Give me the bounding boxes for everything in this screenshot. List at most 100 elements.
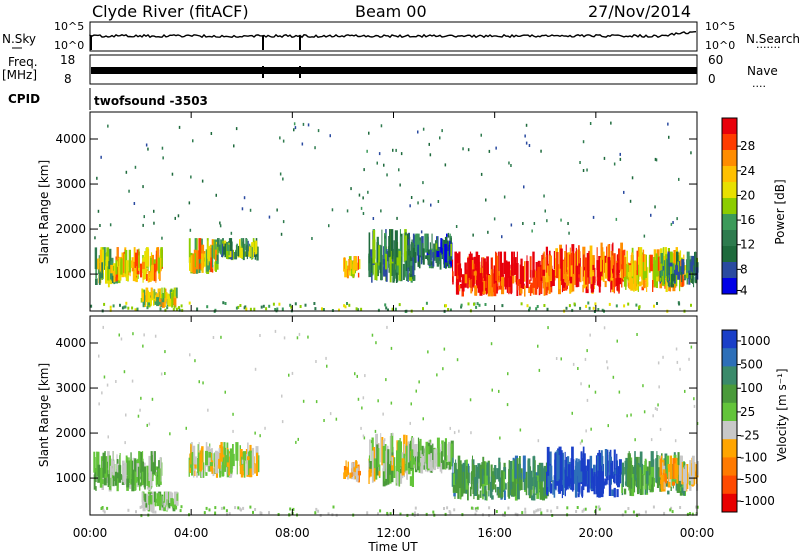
scatter-cell	[546, 487, 549, 496]
scatter-speck	[153, 209, 155, 213]
scatter-cell	[96, 451, 100, 477]
scatter-cell	[369, 439, 371, 464]
scatter-cell	[248, 451, 250, 475]
scatter-cell	[437, 452, 441, 467]
scatter-cell	[558, 471, 561, 494]
scatter-cell	[405, 445, 408, 471]
scatter-cell	[644, 254, 647, 272]
scatter-cell	[509, 479, 511, 496]
scatter-cell	[471, 471, 473, 490]
ground-speck	[535, 509, 538, 513]
time-axis-label: Time UT	[367, 540, 418, 554]
scatter-cell	[159, 288, 161, 300]
ground-speck	[653, 304, 655, 308]
scatter-speck	[619, 157, 622, 161]
scatter-cell	[668, 266, 670, 274]
ground-speck	[686, 512, 689, 516]
scatter-speck	[367, 190, 369, 194]
scatter-cell	[418, 462, 421, 467]
ground-speck	[696, 505, 699, 509]
scatter-speck	[540, 149, 542, 153]
scatter-cell	[509, 461, 513, 490]
scatter-cell	[194, 253, 197, 268]
scatter-speck	[233, 144, 235, 148]
scatter-cell	[517, 281, 519, 291]
scatter-speck	[280, 232, 283, 236]
scatter-cell	[427, 249, 430, 254]
scatter-cell	[669, 455, 673, 480]
scatter-cell	[368, 466, 372, 477]
scatter-cell	[537, 266, 541, 288]
scatter-speck	[282, 177, 284, 181]
scatter-cell	[517, 481, 520, 500]
scatter-speck	[586, 168, 588, 172]
scatter-cell	[128, 457, 130, 486]
scatter-cell	[343, 472, 346, 479]
ground-speck	[453, 508, 456, 512]
scatter-cell	[413, 457, 415, 465]
scatter-cell	[112, 451, 114, 476]
scatter-cell	[604, 478, 607, 486]
scatter-cell	[248, 246, 251, 257]
scatter-speck	[603, 156, 606, 160]
ground-speck	[240, 508, 242, 512]
scatter-cell	[583, 254, 585, 277]
scatter-cell	[167, 491, 170, 506]
scatter-cell	[119, 453, 121, 472]
scatter-cell	[379, 262, 382, 274]
ground-speck	[148, 302, 150, 306]
scatter-speck	[422, 417, 424, 421]
scatter-cell	[99, 249, 102, 271]
scatter-speck	[398, 168, 400, 172]
scatter-speck	[652, 414, 654, 418]
scatter-cell	[657, 256, 660, 271]
scatter-cell	[410, 241, 413, 258]
ground-speck	[594, 302, 597, 306]
scatter-speck	[383, 438, 386, 442]
scatter-cell	[488, 490, 490, 497]
ground-speck	[239, 304, 242, 307]
scatter-cell	[562, 467, 565, 495]
scatter-cell	[670, 251, 673, 271]
ground-speck	[205, 506, 208, 510]
ground-speck	[595, 505, 598, 509]
ground-speck	[377, 512, 379, 516]
colorbar-swatch	[722, 457, 737, 477]
scatter-cell	[448, 256, 450, 266]
scatter-cell	[442, 238, 444, 256]
scatter-cell	[508, 271, 510, 295]
scatter-speck	[169, 432, 171, 436]
scatter-speck	[579, 441, 582, 445]
ground-speck	[526, 304, 529, 308]
scatter-cell	[226, 250, 229, 259]
scatter-speck	[109, 223, 112, 227]
scatter-speck	[132, 332, 134, 336]
scatter-speck	[626, 414, 628, 418]
scatter-cell	[473, 465, 476, 488]
scatter-cell	[215, 461, 217, 465]
scatter-cell	[631, 477, 633, 489]
colorbar-swatch	[722, 384, 737, 404]
scatter-cell	[561, 284, 563, 293]
ground-speck	[228, 512, 231, 516]
ground-speck	[180, 505, 183, 509]
scatter-cell	[349, 472, 352, 479]
scatter-cell	[591, 469, 593, 489]
scatter-cell	[498, 285, 502, 290]
scatter-cell	[220, 239, 223, 255]
scatter-cell	[115, 471, 118, 486]
ground-speck	[164, 308, 167, 312]
ground-speck	[656, 302, 658, 305]
ground-speck	[670, 506, 673, 510]
scatter-cell	[95, 278, 98, 285]
scatter-cell	[472, 269, 475, 287]
scatter-cell	[256, 452, 258, 476]
colorbar-swatch	[722, 246, 737, 263]
scatter-cell	[441, 247, 444, 259]
ground-speck	[125, 301, 128, 305]
scatter-speck	[430, 203, 432, 207]
scatter-cell	[612, 268, 614, 273]
ground-speck	[313, 302, 316, 305]
ground-speck	[550, 509, 553, 513]
scatter-cell	[416, 451, 420, 471]
